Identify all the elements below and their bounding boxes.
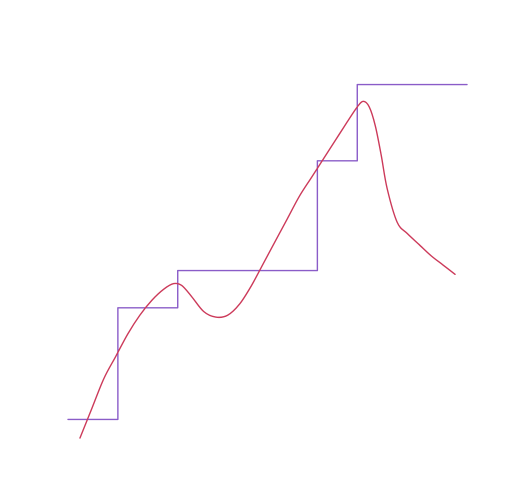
step-series-line (67, 83, 468, 421)
smooth-series-line (79, 100, 456, 439)
series-layer (67, 83, 468, 439)
